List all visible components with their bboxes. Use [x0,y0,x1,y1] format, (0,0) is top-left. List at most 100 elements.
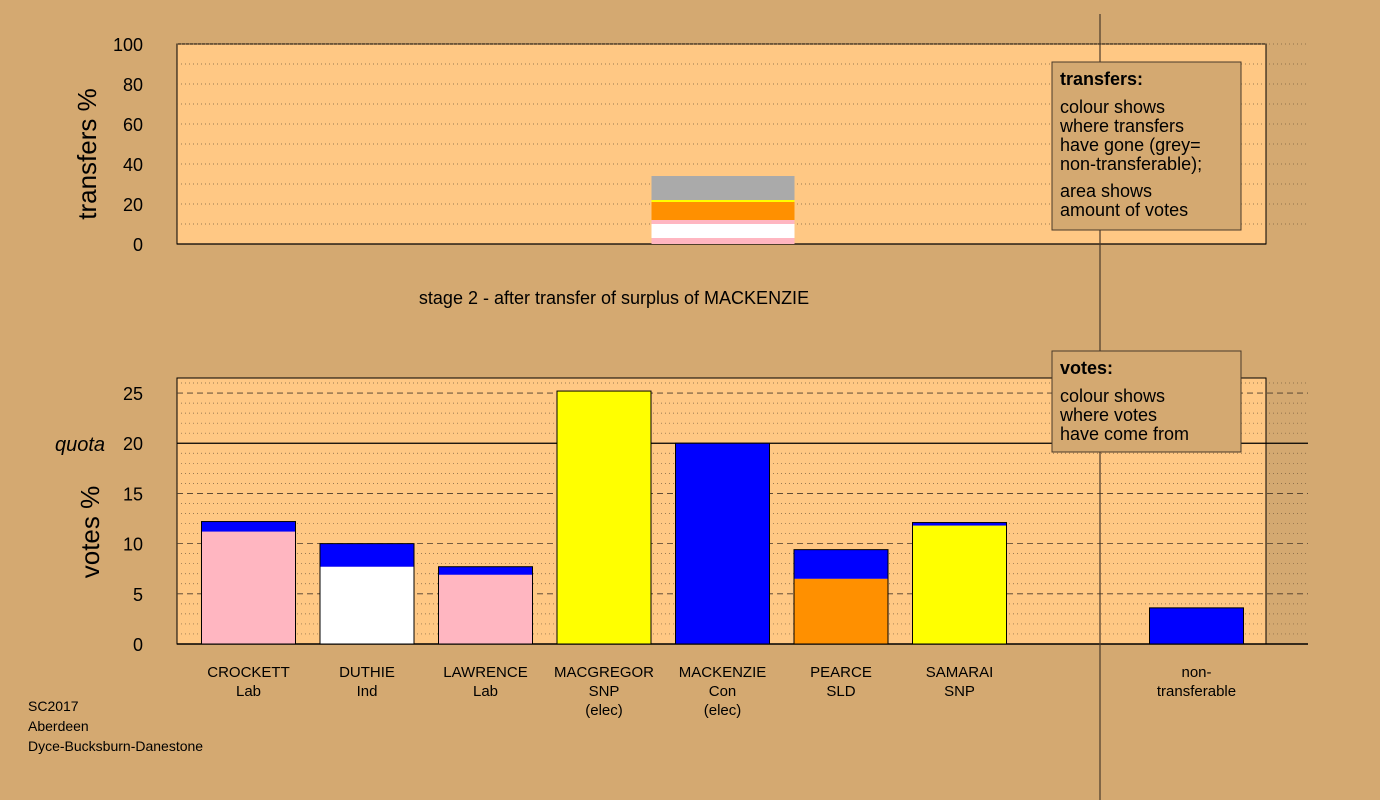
category-label-line: SNP [589,683,620,700]
footer-line: Dyce-Bucksburn-Danestone [28,738,203,754]
category-label-line: Lab [236,683,261,700]
transfers-y-tick-label: 20 [123,195,143,215]
category-label-line: SAMARAI [926,664,994,681]
category-label-line: CROCKETT [207,664,290,681]
category-label: SAMARAI SNP [926,664,994,700]
first-preference-segment [557,391,651,644]
first-preference-segment [201,531,296,644]
category-label-line: Ind [357,683,378,700]
votes-y-tick-label: 15 [123,484,143,504]
bar-outline [556,390,652,645]
transfers-bar [651,176,795,244]
bar-outline [1149,607,1244,645]
first-preference-segment [912,525,1007,644]
transfers-y-tick-label: 60 [123,115,143,135]
transfer-segment-lab [651,238,795,244]
transfers-y-axis-label: transfers % [72,88,102,220]
votes-y-axis-label: votes % [75,486,105,579]
transfer-segment [912,522,1007,526]
category-label-line: SLD [826,683,855,700]
category-label-line: MACGREGOR [554,664,654,681]
category-label-line: non- [1181,664,1211,681]
category-label: LAWRENCE Lab [443,664,527,700]
category-label-line: (elec) [585,702,623,719]
category-label-line: Con [709,683,737,700]
transfer-segment [1149,607,1244,644]
category-label: CROCKETT Lab [207,664,290,700]
votes-legend-line: where votes [1059,405,1157,425]
transfers-y-tick-label: 40 [123,155,143,175]
transfers-y-tick-label: 100 [113,35,143,55]
votes-y-tick-label: 0 [133,635,143,655]
transfer-segment-snp [651,200,795,202]
transfer-segment-non-transferable [651,176,795,200]
bar-outline [675,442,770,645]
transfers-gridlines [177,43,1308,245]
transfers-legend-line: have gone (grey= [1060,135,1201,155]
transfer-segment [438,566,533,575]
votes-bars [201,390,1244,645]
category-label-line: DUTHIE [339,664,395,681]
category-label-line: LAWRENCE [443,664,527,681]
transfers-legend-line: non-transferable); [1060,154,1202,174]
transfers-legend-line: area shows [1060,181,1152,201]
category-label-line: (elec) [704,702,742,719]
transfer-segment-ind [651,224,795,238]
transfers-y-ticks: 0 20 40 60 80 100 [113,35,143,255]
transfers-legend-line: colour shows [1060,97,1165,117]
votes-legend-title: votes: [1060,358,1113,378]
votes-legend-line: colour shows [1060,386,1165,406]
transfer-segment-lab [651,220,795,224]
category-label: non-transferable [1157,664,1236,700]
transfer-segment [675,443,770,644]
transfers-y-tick-label: 80 [123,75,143,95]
transfers-legend-line: where transfers [1059,116,1184,136]
category-label-line: MACKENZIE [679,664,767,681]
votes-bar [912,522,1007,645]
category-label-line: PEARCE [810,664,872,681]
category-label: MACKENZIE Con (elec) [679,664,767,719]
quota-label: quota [55,434,105,456]
transfers-legend-title: transfers: [1060,69,1143,89]
category-label-line: SNP [944,683,975,700]
category-label: MACGREGOR SNP (elec) [554,664,654,719]
bar-outline [319,543,415,645]
votes-y-tick-label: 20 [123,434,143,454]
category-label-line: transferable [1157,683,1236,700]
bar-outline [201,521,296,645]
transfer-segment [201,521,296,532]
votes-bar [556,390,652,645]
category-label: PEARCE SLD [810,664,872,700]
votes-bar [1149,607,1244,645]
transfer-segment-sld [651,202,795,220]
transfer-segment [320,543,414,567]
votes-bar [319,543,415,645]
votes-bar [438,566,533,645]
category-label: DUTHIE Ind [339,664,395,700]
category-label-line: Lab [473,683,498,700]
transfer-segment [794,549,888,579]
votes-category-labels: CROCKETT Lab DUTHIE Ind LAWRENCE Lab MACGREGOR… [207,664,1236,719]
first-preference-segment [320,566,414,644]
footer-line: Aberdeen [28,718,89,734]
bar-outline [438,566,533,645]
first-preference-segment [794,578,888,644]
votes-bar [675,442,770,645]
first-preference-segment [438,574,533,644]
votes-y-tick-label: 10 [123,535,143,555]
bar-outline [912,522,1007,645]
votes-y-tick-label: 5 [133,585,143,605]
votes-y-tick-label: 25 [123,384,143,404]
bar-outline [793,549,889,645]
votes-legend-line: have come from [1060,424,1189,444]
footer-info: SC2017 Aberdeen Dyce-Bucksburn-Danestone [28,698,203,754]
stage-subtitle: stage 2 - after transfer of surplus of M… [419,288,809,308]
transfers-legend-line: amount of votes [1060,200,1188,220]
transfers-y-tick-label: 0 [133,235,143,255]
votes-bar [793,549,889,645]
footer-line: SC2017 [28,698,79,714]
votes-y-ticks: 0 5 10 15 20 25 [123,384,143,655]
